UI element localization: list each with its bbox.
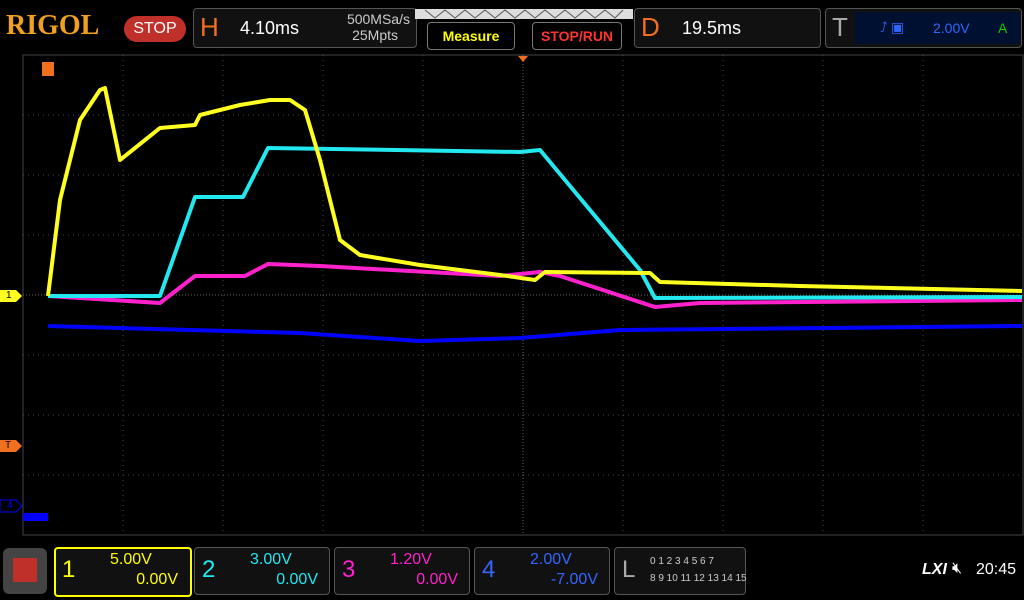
ch3-offset: 0.00V bbox=[416, 571, 458, 588]
ch4-offset: -7.00V bbox=[550, 571, 598, 588]
ch2-scale: 3.00V bbox=[250, 551, 292, 568]
logo: RIGOL bbox=[6, 10, 100, 41]
ch1-offset: 0.00V bbox=[136, 571, 178, 588]
logic-label: L bbox=[622, 556, 636, 583]
clock: 20:45 bbox=[976, 561, 1017, 578]
ch4-scale: 2.00V bbox=[530, 551, 572, 568]
trigger-info bbox=[855, 12, 1020, 44]
horizontal-panel[interactable] bbox=[193, 8, 417, 48]
delay-panel[interactable] bbox=[634, 8, 821, 48]
ch1-scale: 5.00V bbox=[110, 551, 152, 568]
ch1-number: 1 bbox=[62, 556, 76, 583]
ch1-panel[interactable] bbox=[54, 547, 192, 597]
trigger-marker: T bbox=[5, 440, 12, 451]
trigger-edge: ⭜ ▣ bbox=[880, 19, 905, 35]
ch4-panel[interactable] bbox=[474, 547, 610, 595]
menu-button[interactable] bbox=[3, 548, 47, 594]
measure-button[interactable]: Measure bbox=[427, 22, 515, 50]
speaker-icon: 🔇︎ bbox=[952, 560, 963, 577]
sample-rate: 500MSa/s bbox=[346, 11, 410, 27]
ch3-number: 3 bbox=[342, 556, 356, 583]
trace-ch4 bbox=[47, 324, 1023, 343]
timebase: 4.10ms bbox=[240, 18, 300, 38]
ch4-marker: 4 bbox=[7, 500, 13, 511]
ch2-offset: 0.00V bbox=[276, 571, 318, 588]
trace-ch1 bbox=[46, 86, 1023, 297]
ch4-number: 4 bbox=[482, 556, 496, 583]
trace-ch3 bbox=[47, 262, 1023, 309]
t-label: T bbox=[832, 12, 848, 42]
logic-row1: 0 1 2 3 4 5 6 7 bbox=[650, 556, 714, 567]
d-label: D bbox=[641, 12, 660, 42]
ch3-scale: 1.20V bbox=[390, 551, 432, 568]
stop-run-button[interactable]: STOP/RUN bbox=[532, 22, 622, 50]
trace-ch2 bbox=[48, 146, 1023, 300]
logic-row2: 8 9 10 11 12 13 14 15 bbox=[650, 573, 747, 584]
graticule bbox=[0, 54, 1024, 536]
delay-value: 19.5ms bbox=[682, 18, 742, 38]
memory-bar bbox=[415, 9, 633, 19]
h-label: H bbox=[200, 12, 219, 42]
run-status[interactable]: STOP bbox=[124, 16, 186, 42]
ch2-number: 2 bbox=[202, 556, 216, 583]
memory-depth: 25Mpts bbox=[352, 27, 398, 43]
ch3-panel[interactable] bbox=[334, 547, 470, 595]
lxi-icon: LXI bbox=[922, 561, 947, 578]
trigger-mode: A bbox=[998, 20, 1008, 36]
trigger-level: 2.00V bbox=[933, 20, 970, 36]
ch2-panel[interactable] bbox=[194, 547, 330, 595]
logic-panel[interactable] bbox=[614, 547, 746, 595]
ch1-marker: 1 bbox=[6, 290, 12, 301]
